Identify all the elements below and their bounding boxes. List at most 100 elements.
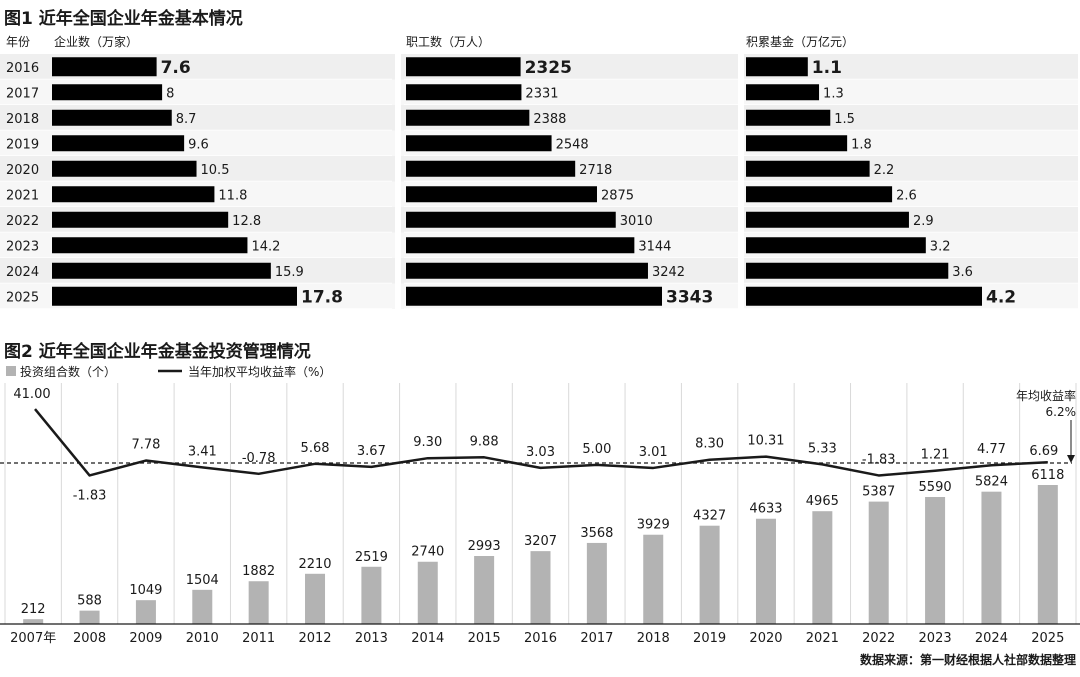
fig1-bar	[406, 211, 616, 228]
fig1-row-bg	[0, 105, 1078, 131]
fig2-bar	[248, 581, 269, 624]
fig1-bar-value-label: 2.9	[913, 214, 934, 229]
fig2-bar	[474, 555, 495, 624]
fig2-line-value-label: 5.68	[301, 441, 330, 456]
fig1-bar	[52, 186, 215, 203]
fig1-column-divider	[395, 54, 401, 309]
fig2-return-line	[34, 408, 1048, 477]
fig2-bar	[1037, 485, 1058, 624]
fig2-x-tick-label: 2011	[242, 631, 275, 646]
fig2-line-value-label: -1.83	[73, 488, 107, 503]
fig2-bar-value-label: 588	[77, 594, 102, 609]
fig2-x-tick-label: 2016	[524, 631, 557, 646]
fig1-year-label: 2016	[6, 61, 39, 76]
fig1-bar-value-label: 14.2	[251, 239, 280, 254]
fig1-bar	[52, 109, 172, 126]
fig1-bar	[746, 186, 893, 203]
fig2-line-value-label: -0.78	[242, 451, 276, 466]
fig1-bar-value-label: 2325	[525, 58, 572, 78]
fig1-bar	[746, 57, 808, 77]
fig2-bar	[305, 573, 326, 624]
fig2-x-tick-label: 2009	[129, 631, 162, 646]
fig1-bar-value-label: 15.9	[275, 265, 304, 280]
fig2-bar-value-label: 4327	[693, 509, 726, 524]
legend-line-label: 当年加权平均收益率（%）	[188, 364, 331, 379]
fig2-bar-value-label: 2993	[468, 539, 501, 554]
fig2-bar-value-label: 1882	[242, 564, 275, 579]
fig2-line-value-label: 41.00	[13, 387, 50, 402]
fig1-year-label: 2022	[6, 214, 39, 229]
fig1-bar	[406, 186, 597, 203]
fig1-bar-value-label: 1.1	[812, 58, 842, 78]
fig2-line-value-label: 3.67	[357, 444, 386, 459]
fig2-bar	[361, 566, 382, 624]
fig1-bar-value-label: 1.3	[823, 86, 844, 101]
fig1-bar-value-label: 3144	[638, 239, 671, 254]
fig2-x-tick-label: 2012	[298, 631, 331, 646]
fig2-line-value-label: 9.88	[470, 434, 499, 449]
fig1-bar	[406, 84, 522, 101]
fig1-bar	[746, 160, 870, 177]
fig1-bar	[52, 286, 297, 306]
fig2-bar	[643, 534, 664, 624]
fig1-year-label: 2023	[6, 239, 39, 254]
fig2-bar	[79, 610, 100, 624]
fig2-bar-value-label: 6118	[1031, 468, 1064, 483]
fig1-bar-value-label: 2875	[601, 188, 634, 203]
fig2-bar-value-label: 5824	[975, 475, 1008, 490]
fig1-bar	[406, 109, 530, 126]
fig2-line-value-label: 10.31	[747, 434, 784, 449]
fig1-year-label: 2018	[6, 112, 39, 127]
fig1-bar	[746, 237, 926, 254]
fig1-bar-value-label: 2.6	[896, 188, 917, 203]
fig1-year-label: 2021	[6, 188, 39, 203]
fig1-bar	[52, 84, 163, 101]
fig2-bar	[192, 589, 213, 624]
fig1-bar	[406, 237, 635, 254]
fig2-line-value-label: 7.78	[131, 438, 160, 453]
fig1-bar-value-label: 11.8	[218, 188, 247, 203]
fig2-x-tick-label: 2018	[637, 631, 670, 646]
fig1-bar	[746, 84, 820, 101]
fig1-bar-value-label: 2718	[579, 163, 612, 178]
fig1-bar-value-label: 2548	[556, 137, 589, 152]
fig1-bar	[746, 262, 949, 279]
fig1-year-label: 2024	[6, 265, 39, 280]
fig1-bar-value-label: 4.2	[986, 287, 1016, 307]
fig2-x-tick-label: 2020	[749, 631, 782, 646]
fig1-bar	[52, 237, 248, 254]
avg-return-annotation-value: 6.2%	[1046, 405, 1077, 419]
fig1-bar	[406, 262, 648, 279]
fig2-bar	[981, 491, 1002, 624]
fig1-year-label: 2019	[6, 137, 39, 152]
fig1-col-header-employees: 职工数（万人）	[406, 34, 490, 49]
fig1-bar	[52, 160, 197, 177]
fig2-line-value-label: 4.77	[977, 442, 1006, 457]
fig2-bar	[417, 561, 438, 624]
fig1-col-header-fund: 积累基金（万亿元）	[746, 34, 854, 49]
fig1-bar-value-label: 2.2	[874, 163, 895, 178]
legend-bar-swatch	[6, 366, 16, 376]
fig2-x-tick-label: 2024	[975, 631, 1008, 646]
fig2-line-value-label: 6.69	[1029, 444, 1058, 459]
source-note: 数据来源：第一财经根据人社部数据整理	[860, 652, 1076, 667]
fig1-bar-value-label: 3.2	[930, 239, 951, 254]
fig1-bar	[406, 160, 576, 177]
fig2-x-tick-label: 2015	[468, 631, 501, 646]
fig1-bar	[52, 57, 157, 77]
fig2-line-value-label: 3.41	[188, 444, 217, 459]
fig1-bar-value-label: 1.8	[851, 137, 872, 152]
fig2-x-tick-label: 2014	[411, 631, 444, 646]
fig2-line-value-label: 1.21	[921, 448, 950, 463]
fig2-bar-value-label: 2519	[355, 550, 388, 565]
fig2-x-tick-label: 2017	[580, 631, 613, 646]
fig1-year-label: 2025	[6, 290, 39, 305]
fig1-bar-value-label: 1.5	[834, 112, 855, 127]
fig2-bar	[23, 619, 44, 624]
fig2-line-value-label: 8.30	[695, 437, 724, 452]
fig1-col-header-enterprises: 企业数（万家）	[54, 34, 138, 49]
fig1-bar-value-label: 12.8	[232, 214, 261, 229]
fig1-bar	[52, 135, 185, 152]
fig2-line-value-label: 5.00	[582, 442, 611, 457]
